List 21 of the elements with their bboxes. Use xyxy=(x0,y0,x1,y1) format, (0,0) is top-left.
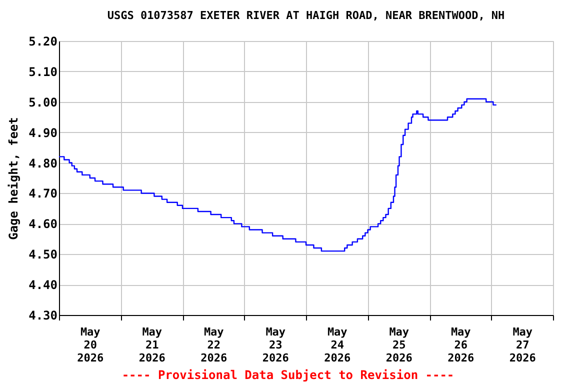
x-tick-label: May 21 2026 xyxy=(138,326,166,364)
x-tick-label: May 22 2026 xyxy=(200,326,228,364)
x-tick-label: May 23 2026 xyxy=(262,326,290,364)
y-tick-label: 4.70 xyxy=(28,186,58,201)
y-tick-label: 5.00 xyxy=(28,95,58,110)
y-axis-title: Gage height, feet xyxy=(6,117,21,240)
y-tick-label: 4.30 xyxy=(28,308,58,322)
x-tick-label: May 24 2026 xyxy=(324,326,351,364)
chart-title: USGS 01073587 EXETER RIVER AT HAIGH ROAD, NEAR BRENTWOOD, NH xyxy=(107,9,505,22)
y-tick-label: 4.80 xyxy=(28,156,58,170)
x-tick-label: May 20 2026 xyxy=(77,326,104,364)
x-tick-label: May 27 2026 xyxy=(509,326,536,364)
x-tick-label: May 26 2026 xyxy=(448,326,474,364)
y-tick-label: 5.20 xyxy=(28,34,58,48)
y-tick-label: 4.50 xyxy=(28,248,58,262)
y-tick-label: 4.90 xyxy=(28,126,58,140)
y-tick-label: 4.40 xyxy=(28,278,58,292)
y-tick-label: 4.60 xyxy=(28,217,58,232)
x-tick-label: May 25 2026 xyxy=(386,326,413,364)
text: ---- Provisional Data Subject to Revision ---- xyxy=(122,368,454,382)
y-tick-label: 5.10 xyxy=(28,64,58,79)
